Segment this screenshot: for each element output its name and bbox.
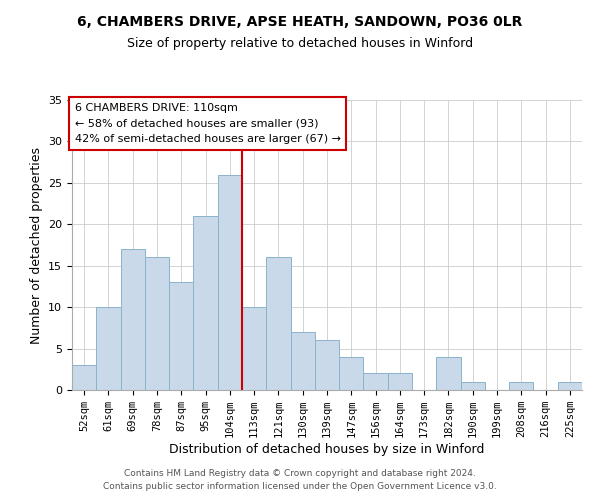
- Bar: [242, 307, 266, 390]
- Bar: [315, 340, 339, 390]
- Bar: [72, 365, 96, 390]
- Text: 6, CHAMBERS DRIVE, APSE HEATH, SANDOWN, PO36 0LR: 6, CHAMBERS DRIVE, APSE HEATH, SANDOWN, …: [77, 15, 523, 29]
- Bar: [364, 374, 388, 390]
- Bar: [266, 258, 290, 390]
- Bar: [145, 258, 169, 390]
- Bar: [290, 332, 315, 390]
- Bar: [193, 216, 218, 390]
- Bar: [96, 307, 121, 390]
- Bar: [461, 382, 485, 390]
- Bar: [436, 357, 461, 390]
- Text: 6 CHAMBERS DRIVE: 110sqm
← 58% of detached houses are smaller (93)
42% of semi-d: 6 CHAMBERS DRIVE: 110sqm ← 58% of detach…: [74, 103, 341, 144]
- Text: Size of property relative to detached houses in Winford: Size of property relative to detached ho…: [127, 38, 473, 51]
- X-axis label: Distribution of detached houses by size in Winford: Distribution of detached houses by size …: [169, 443, 485, 456]
- Y-axis label: Number of detached properties: Number of detached properties: [29, 146, 43, 344]
- Bar: [388, 374, 412, 390]
- Bar: [169, 282, 193, 390]
- Bar: [218, 174, 242, 390]
- Bar: [558, 382, 582, 390]
- Text: Contains public sector information licensed under the Open Government Licence v3: Contains public sector information licen…: [103, 482, 497, 491]
- Bar: [509, 382, 533, 390]
- Bar: [121, 249, 145, 390]
- Bar: [339, 357, 364, 390]
- Text: Contains HM Land Registry data © Crown copyright and database right 2024.: Contains HM Land Registry data © Crown c…: [124, 468, 476, 477]
